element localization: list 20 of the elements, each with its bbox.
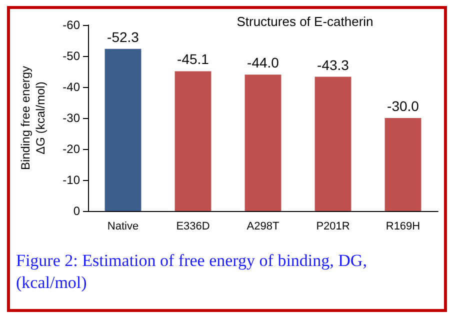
x-tick-label: R169H [386,220,420,232]
y-tick-label: -30 [62,111,80,125]
y-tick-label: -50 [62,49,80,63]
y-tick-label: -10 [62,173,80,187]
data-label: -44.0 [247,54,280,71]
x-tick-label: Native [107,220,139,232]
data-label: -43.3 [317,56,350,73]
caption: Figure 2: Estimation of free energy of binding, DG, (kcal/mol) [16,250,368,294]
y-tick-label: -40 [62,80,80,94]
chart-title: Structures of E-catherin [236,14,374,29]
y-axis-title: Binding free energy ΔG (kcal/mol) [18,66,48,170]
x-tick-label: P201R [316,220,350,232]
y-tick-label: -60 [62,18,80,32]
x-tick-label: A298T [246,220,280,232]
data-label: -52.3 [107,28,140,45]
x-tick-label: E336D [176,220,210,232]
y-tick-label: -20 [62,142,80,156]
data-label: -30.0 [387,98,420,114]
y-tick-label: 0 [73,204,80,218]
data-label: -45.1 [177,51,210,68]
